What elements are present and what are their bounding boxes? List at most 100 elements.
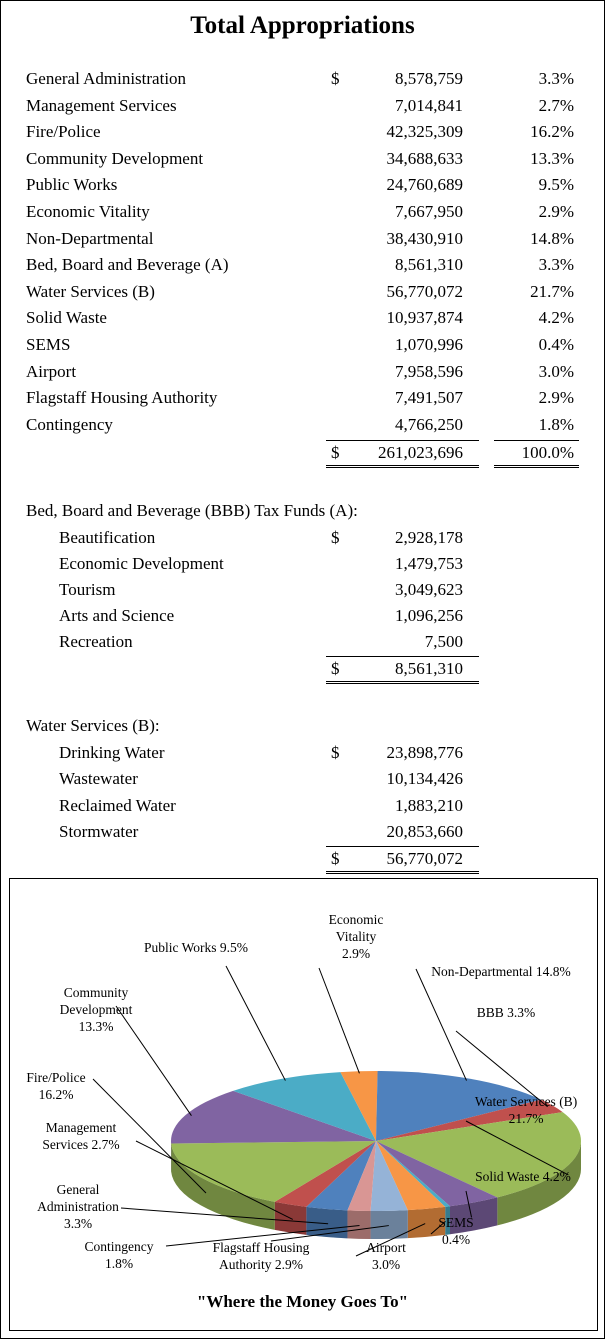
leader-line <box>115 1005 192 1117</box>
row-label: Economic Development <box>59 554 224 573</box>
pie-label: Public Works 9.5% <box>141 939 251 956</box>
amount: 7,667,950 <box>395 202 463 221</box>
value-label: 13.3% <box>78 1019 114 1034</box>
amount: 1,096,256 <box>395 606 463 625</box>
amount: 4,766,250 <box>395 414 463 434</box>
leader-line <box>465 1190 473 1218</box>
amount: 38,430,910 <box>386 228 464 248</box>
row-label: Water Services (B) <box>26 281 155 301</box>
leader-line <box>270 1225 389 1242</box>
pie-label: SEMS 0.4% <box>426 1214 486 1248</box>
total-rule <box>326 846 479 874</box>
slice <box>376 1071 542 1141</box>
row-label: Flagstaff Housing Authority <box>26 388 218 408</box>
percent: 2.9% <box>538 388 574 408</box>
amount: 1,883,210 <box>395 795 463 815</box>
row-label: Recreation <box>59 632 133 651</box>
category-name: Airport <box>366 1240 406 1255</box>
amount: 7,500 <box>424 632 463 651</box>
percent: 2.9% <box>538 202 574 221</box>
percent: 13.3% <box>530 148 574 168</box>
amount: 8,561,310 <box>395 255 463 275</box>
slice <box>376 1141 450 1207</box>
dollar-sign: $ <box>331 849 340 868</box>
slice-side-shade <box>370 1210 408 1239</box>
row-label: Tourism <box>59 580 116 599</box>
row-label: Drinking Water <box>59 743 165 762</box>
amount: 24,760,689 <box>386 175 464 195</box>
slice-side-shade <box>449 1197 498 1235</box>
chart-title: "Where the Money Goes To" <box>196 1292 409 1311</box>
total-rule <box>494 440 579 468</box>
row-label: Bed, Board and Beverage (A) <box>26 255 229 275</box>
slice <box>340 1071 378 1141</box>
amount: 1,070,996 <box>395 335 463 354</box>
pie-label: Flagstaff Housing Authority 2.9% <box>191 1239 331 1273</box>
amount: 8,578,759 <box>395 69 463 88</box>
row-label: Stormwater <box>59 822 139 842</box>
value-label: 2.7% <box>91 1137 120 1152</box>
amount: 56,770,072 <box>386 849 464 868</box>
pie-label: Economic Vitality 2.9% <box>321 911 391 962</box>
pie-label: Community Development 13.3% <box>41 984 151 1035</box>
percent: 0.4% <box>538 335 574 354</box>
slice-side-shade <box>497 1141 581 1226</box>
category-name: Non-Departmental <box>431 964 533 979</box>
pie-label: Non-Departmental 14.8% <box>421 963 581 980</box>
amount: 7,014,841 <box>395 95 463 115</box>
section-heading: Water Services (B): <box>26 716 160 735</box>
value-label: 2.9% <box>341 946 371 961</box>
amount: 23,898,776 <box>386 743 464 762</box>
leader-line <box>165 1224 360 1247</box>
amount: 1,479,753 <box>395 554 463 573</box>
slice <box>306 1141 376 1211</box>
category-name: Fire/Police <box>26 1070 86 1085</box>
amount: 7,491,507 <box>395 388 463 408</box>
category-name: Public Works <box>143 940 217 955</box>
slice-side <box>445 1206 450 1235</box>
row-label: Fire/Police <box>26 122 101 142</box>
leader-line <box>415 968 467 1081</box>
value-label: 3.0% <box>371 1257 401 1272</box>
category-name: Management Services <box>42 1120 117 1152</box>
category-name: Flagstaff Housing Authority <box>212 1240 310 1272</box>
amount: 34,688,633 <box>386 148 464 168</box>
percent: 1.8% <box>538 414 574 434</box>
row-label: Community Development <box>26 148 204 168</box>
leader-line <box>318 967 360 1074</box>
amount: 20,853,660 <box>386 822 464 842</box>
slice <box>376 1112 581 1198</box>
slice <box>347 1141 376 1211</box>
dollar-sign: $ <box>331 743 340 762</box>
amount: 10,937,874 <box>386 308 464 328</box>
percent: 14.8% <box>530 228 574 248</box>
row-label: Management Services <box>26 95 177 115</box>
leader-line <box>92 1078 207 1194</box>
amount: 2,928,178 <box>395 528 463 547</box>
slice-side-shade <box>445 1206 450 1235</box>
leader-line <box>455 1030 548 1108</box>
value-label: 14.8% <box>535 964 571 979</box>
percent: 3.3% <box>538 69 574 88</box>
percent: 2.7% <box>538 95 574 115</box>
category-name: SEMS <box>438 1215 474 1230</box>
value-label: 21.7% <box>508 1111 544 1126</box>
row-label: Beautification <box>59 528 156 547</box>
amount: 3,049,623 <box>395 580 463 599</box>
percent: 100.0% <box>521 443 574 462</box>
slice <box>274 1141 376 1207</box>
category-name: Water Services (B) <box>474 1094 578 1109</box>
slice-side-shade <box>347 1210 371 1239</box>
category-name: Contingency <box>84 1239 154 1254</box>
slice-side <box>171 1143 275 1230</box>
row-label: Airport <box>26 361 77 381</box>
row-label: General Administration <box>26 69 187 88</box>
leader-line <box>135 1140 294 1220</box>
slice-side <box>497 1141 581 1226</box>
pie-label: Solid Waste 4.2% <box>468 1168 578 1185</box>
pie-box <box>9 878 598 1331</box>
slice-side <box>449 1197 498 1235</box>
slice <box>233 1072 376 1141</box>
percent: 3.0% <box>538 361 574 381</box>
